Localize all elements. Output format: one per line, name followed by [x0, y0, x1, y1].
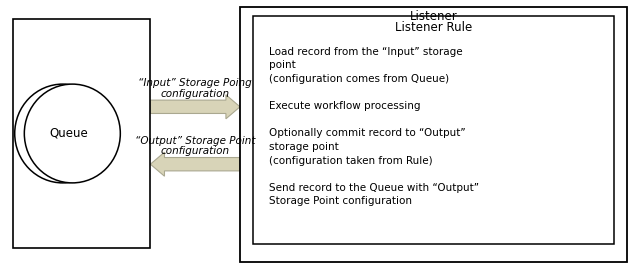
Text: Listener: Listener: [410, 10, 458, 23]
FancyArrow shape: [150, 95, 240, 119]
Bar: [253, 16, 614, 244]
Text: configuration: configuration: [161, 146, 230, 156]
Bar: [13, 19, 150, 248]
Text: Listener Rule: Listener Rule: [395, 21, 472, 34]
Bar: [240, 7, 627, 262]
Text: configuration: configuration: [161, 89, 230, 99]
FancyArrow shape: [150, 152, 240, 176]
Text: Load record from the “Input” storage
point
(configuration comes from Queue)

Exe: Load record from the “Input” storage poi…: [269, 47, 479, 206]
Ellipse shape: [15, 84, 111, 183]
Text: “Output” Storage Point: “Output” Storage Point: [135, 136, 255, 146]
Ellipse shape: [24, 84, 120, 183]
Text: Queue: Queue: [50, 127, 88, 140]
Text: “Input” Storage Poing: “Input” Storage Poing: [138, 78, 252, 88]
